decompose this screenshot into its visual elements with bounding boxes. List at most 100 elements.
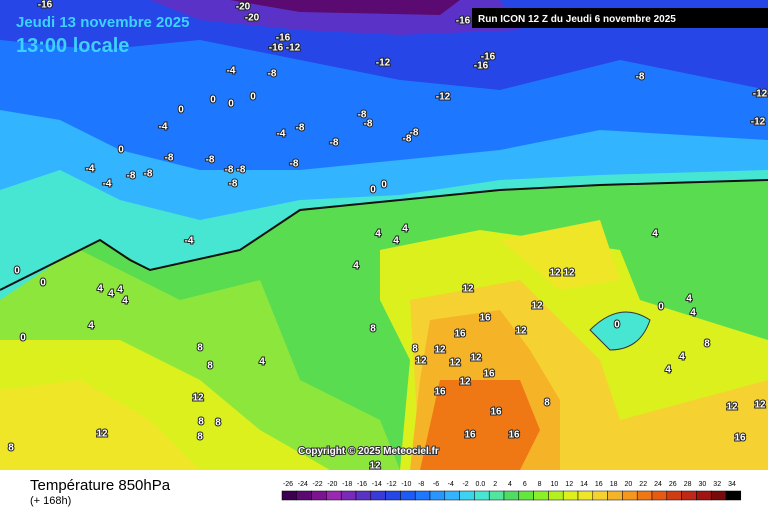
map-label: -8 <box>127 171 136 182</box>
legend-label: 34 <box>728 481 736 488</box>
map-label: 4 <box>97 284 103 295</box>
legend-swatch <box>562 490 579 501</box>
map-label: 8 <box>207 361 213 372</box>
map-label: -8 <box>225 165 234 176</box>
map-label: 4 <box>665 365 671 376</box>
zone <box>500 220 620 290</box>
map-label: -4 <box>86 164 95 175</box>
legend-label: -12 <box>387 481 397 488</box>
legend-label: 18 <box>610 481 618 488</box>
map-label: -8 <box>410 128 419 139</box>
map-label: -8 <box>268 69 277 80</box>
zero-isotherm <box>0 179 768 291</box>
legend-label: -22 <box>313 481 323 488</box>
map-label: -4 <box>277 129 286 140</box>
map-label: 16 <box>434 387 446 398</box>
legend-swatch <box>281 490 298 501</box>
map-label: 0 <box>381 180 387 191</box>
map-label: 12 <box>192 393 204 404</box>
map-label: 8 <box>197 343 203 354</box>
map-label: 12 <box>96 429 108 440</box>
legend-label: 20 <box>625 481 633 488</box>
map-label: 12 <box>531 301 543 312</box>
map-label: 8 <box>8 443 14 454</box>
map-label: 0 <box>370 185 376 196</box>
map-label: 8 <box>704 339 710 350</box>
map-label: 16 <box>483 369 495 380</box>
map-label: 12 <box>563 268 575 279</box>
legend-swatch <box>385 490 401 501</box>
legend-label: -24 <box>298 481 308 488</box>
map-label: 12 <box>726 402 738 413</box>
legend-swatch <box>725 490 742 501</box>
map-label: 16 <box>454 329 466 340</box>
legend-label: 28 <box>684 481 692 488</box>
map-label: 8 <box>197 432 203 443</box>
map-label: -4 <box>159 122 168 133</box>
legend-swatch <box>548 490 564 501</box>
legend-label: 24 <box>654 481 662 488</box>
map-label: 4 <box>375 229 381 240</box>
legend-label: 22 <box>639 481 647 488</box>
zone <box>420 380 540 470</box>
legend-swatch <box>340 490 357 501</box>
map-label: -8 <box>330 138 339 149</box>
map-label: 0 <box>20 333 26 344</box>
legend-label: 4 <box>508 481 512 488</box>
date-text: Jeudi 13 novembre 2025 <box>16 14 189 31</box>
map-label: -16 <box>456 16 471 27</box>
legend-swatch <box>444 490 460 501</box>
legend-swatch <box>710 490 727 501</box>
map-label: 4 <box>353 261 359 272</box>
map-label: 12 <box>459 377 471 388</box>
legend-label: -8 <box>418 481 424 488</box>
map-label: -8 <box>229 179 238 190</box>
map-label: 8 <box>198 417 204 428</box>
legend-swatch <box>681 490 697 501</box>
legend-label: -26 <box>283 481 293 488</box>
map-label: -12 <box>751 117 766 128</box>
zone <box>230 0 460 15</box>
legend-label: 2 <box>493 481 497 488</box>
map-label: -8 <box>296 123 305 134</box>
map-label: 8 <box>544 398 550 409</box>
map-label: 4 <box>122 296 128 307</box>
map-label: -12 <box>753 89 768 100</box>
legend-label: 6 <box>523 481 527 488</box>
legend-swatch <box>474 490 490 501</box>
legend-label: 26 <box>669 481 677 488</box>
map-label: -12 <box>436 92 451 103</box>
map-label: 4 <box>686 294 692 305</box>
legend-swatch <box>459 490 475 501</box>
legend-label: -20 <box>327 481 337 488</box>
map-label: 4 <box>88 321 94 332</box>
map-label: -16 <box>276 33 291 44</box>
map-label: -8 <box>403 134 412 145</box>
legend-label: -4 <box>448 481 454 488</box>
map-label: -16 <box>38 0 53 11</box>
legend-swatch <box>355 490 372 501</box>
map-label: 0 <box>658 302 664 313</box>
map-label: 0 <box>118 145 124 156</box>
legend-label: -10 <box>401 481 411 488</box>
map-label: 4 <box>393 236 399 247</box>
map-label: 16 <box>508 430 520 441</box>
map-label: 16 <box>479 313 491 324</box>
legend-label: 8 <box>538 481 542 488</box>
legend-swatch <box>518 490 534 501</box>
zone <box>0 380 200 470</box>
legend-label: 30 <box>699 481 707 488</box>
run-box <box>472 8 768 28</box>
map-label: 8 <box>215 418 221 429</box>
map-label: 0 <box>178 105 184 116</box>
map-label: -20 <box>245 13 260 24</box>
legend-label: -6 <box>433 481 439 488</box>
map-label: 4 <box>259 357 265 368</box>
legend-swatch <box>503 490 520 501</box>
map-label: -8 <box>165 153 174 164</box>
map-label: -20 <box>236 2 251 13</box>
map-label: 0 <box>210 95 216 106</box>
map-label: 12 <box>549 268 561 279</box>
map-label: 4 <box>690 308 696 319</box>
run-text: Run ICON 12 Z du Jeudi 6 novembre 2025 <box>478 14 676 25</box>
